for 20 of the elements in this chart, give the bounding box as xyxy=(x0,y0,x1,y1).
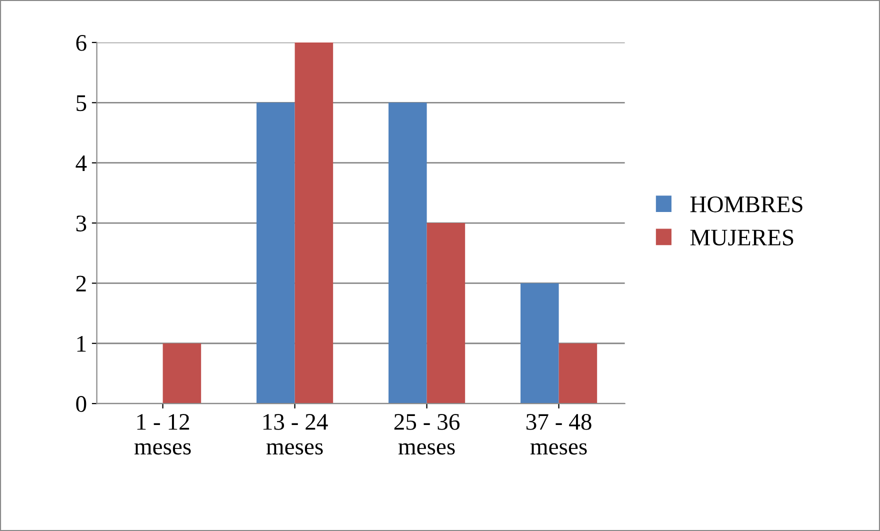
bar xyxy=(294,42,334,404)
x-tick-label: 13 - 24 meses xyxy=(263,414,328,455)
y-tick-label: 5 xyxy=(76,95,86,112)
bar xyxy=(520,283,559,404)
y-tick-label: 0 xyxy=(76,396,86,412)
legend-label: MUJERES xyxy=(690,230,794,246)
y-tick-label: 4 xyxy=(76,155,87,172)
bar xyxy=(388,102,427,404)
y-tick-label: 6 xyxy=(76,35,86,51)
x-tick-label: 1 - 12 meses xyxy=(134,414,191,455)
bar xyxy=(256,102,295,404)
y-tick-label: 1 xyxy=(77,336,86,352)
x-tick-label: 37 - 48 meses xyxy=(526,414,592,455)
y-tick-label: 2 xyxy=(76,276,86,292)
legend-label: HOMBRES xyxy=(690,196,802,212)
y-tick-label: 3 xyxy=(76,216,86,232)
x-tick-label: 25 - 36 meses xyxy=(394,414,460,455)
bar xyxy=(162,343,202,404)
bar xyxy=(426,223,466,404)
bar xyxy=(558,343,598,404)
